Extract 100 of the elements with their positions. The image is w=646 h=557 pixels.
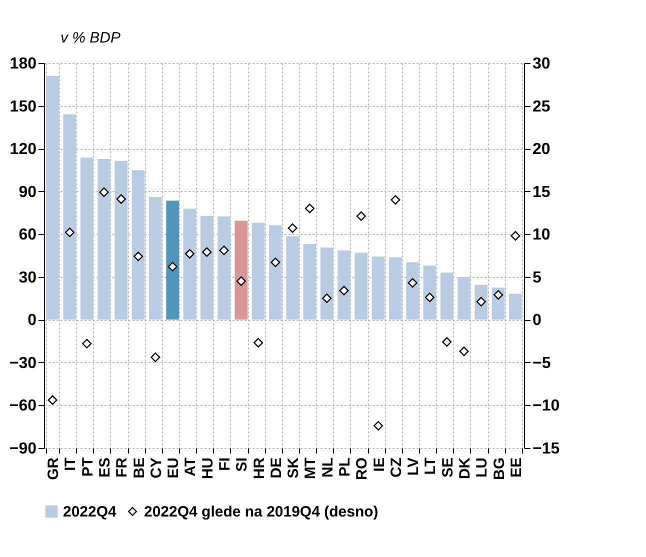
x-tick-label: IT [62,458,80,471]
point [134,252,144,262]
point [219,246,229,256]
y2-tick-label: −10 [532,398,560,415]
x-tick-label: FR [114,457,131,478]
y2-tick-label: 15 [532,184,550,201]
x-tick-label: FI [216,458,234,471]
y-tick-label: 120 [10,141,37,158]
x-tick-label: HU [199,458,216,480]
bar [98,158,110,320]
y2-tick-label: 0 [532,312,542,330]
x-tick-label: IE [370,458,388,472]
x-tick-label: PL [336,458,354,477]
x-tick-label: AT [182,458,200,476]
bar [63,114,76,320]
legend-label: 2022Q4 [63,504,118,520]
x-tick-label: CZ [388,458,405,478]
x-tick-label: EE [508,458,525,478]
point [150,352,160,362]
point [288,223,298,233]
bar [286,236,299,320]
bar [269,225,282,320]
point [339,286,349,296]
bar [132,170,145,320]
bar [252,222,265,320]
bar [406,262,419,320]
bar [183,208,196,320]
bar [372,256,385,320]
x-tick-label: SI [234,458,251,472]
bar [320,248,334,320]
point [270,258,280,268]
point [356,211,366,221]
point [116,194,126,204]
bar [440,272,454,320]
y2-tick-label: 20 [532,141,550,158]
point [48,395,58,405]
bar [509,294,522,320]
y2-tick-label: 5 [532,269,542,286]
point [510,231,520,241]
bar [200,216,214,320]
x-tick-label: MT [302,458,320,480]
point [442,337,452,347]
legend-label: 2022Q4 glede na 2019Q4 (desno) [144,504,378,520]
y2-tick-label: 30 [532,56,550,72]
x-tick-label: PT [79,458,96,477]
y-tick-label: −90 [9,440,37,458]
point [99,187,109,197]
y-tick-label: 60 [18,226,37,244]
point [304,204,314,214]
point [424,292,434,302]
bar [458,277,470,320]
x-tick-label: CY [148,458,165,478]
x-tick-label: BE [130,458,148,478]
bar [389,257,402,320]
x-tick-label: SK [285,457,302,478]
point [82,338,92,348]
y2-tick-label: 10 [532,226,550,244]
bar [114,160,128,320]
bar [218,216,230,320]
x-tick-label: DK [456,457,474,480]
x-tick-label: RO [354,457,371,480]
x-tick-label: SE [439,458,456,478]
bar [166,200,179,320]
point [202,247,212,257]
x-tick-label: DE [268,458,285,478]
bar [46,76,59,320]
bar [303,244,316,320]
point [168,262,178,272]
x-tick-label: LU [474,458,491,478]
y2-tick-label: 25 [532,98,550,116]
point [459,346,469,356]
y2-tick-label: −15 [532,440,560,458]
point [390,195,400,205]
y-tick-label: −30 [9,354,37,372]
bar [354,252,368,320]
point [494,290,504,300]
bar [423,266,436,320]
bar [234,220,248,320]
point [236,276,246,286]
bar [149,197,162,320]
x-tick-label: HR [250,457,268,480]
y-tick-label: 150 [10,98,37,116]
point [408,278,418,288]
x-tick-label: LT [422,458,440,475]
y-tick-label: 90 [18,184,37,201]
point [374,420,384,431]
x-tick-label: ES [96,458,114,478]
x-tick-label: GR [45,457,62,480]
x-tick-label: EU [165,458,182,478]
y-tick-label: 0 [28,312,37,330]
point [254,338,264,348]
x-tick-label: BG [490,458,508,480]
y-tick-label: 180 [10,56,37,72]
point [64,228,74,238]
y-tick-label: 30 [18,269,37,286]
x-tick-label: LV [405,458,422,476]
bar [338,250,350,320]
y-axis-title: v % BDP [60,30,121,46]
x-tick-label: NL [319,458,336,478]
y-tick-label: −60 [9,398,37,415]
